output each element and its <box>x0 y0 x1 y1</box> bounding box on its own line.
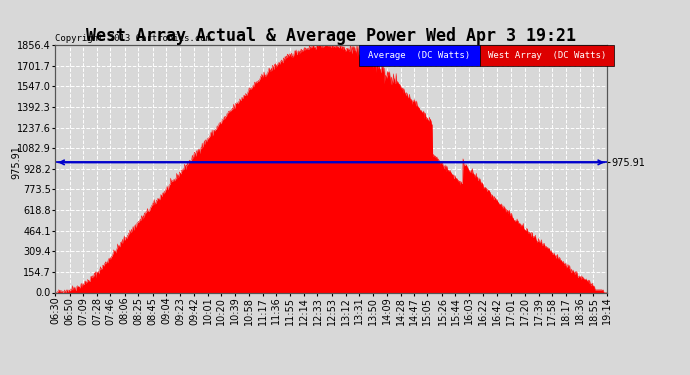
Text: Copyright 2013 Cartronics.com: Copyright 2013 Cartronics.com <box>55 33 211 42</box>
Text: Average  (DC Watts): Average (DC Watts) <box>368 51 471 60</box>
Text: West Array  (DC Watts): West Array (DC Watts) <box>488 51 606 60</box>
Title: West Array Actual & Average Power Wed Apr 3 19:21: West Array Actual & Average Power Wed Ap… <box>86 27 576 45</box>
Text: 975.91: 975.91 <box>12 146 21 179</box>
